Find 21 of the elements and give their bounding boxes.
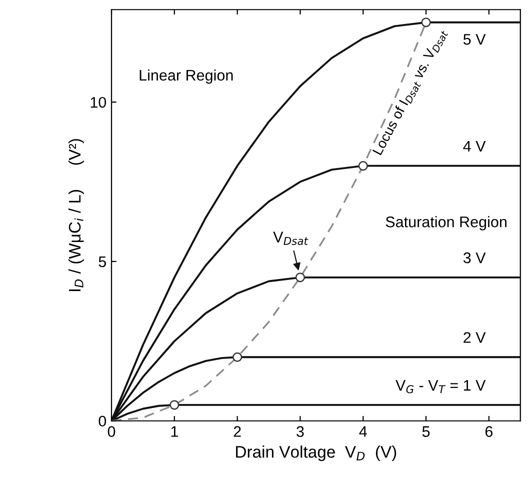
series-label: 5 V	[463, 34, 486, 45]
annotation: Linear Region	[140, 69, 233, 84]
series-label: 4 V	[463, 140, 486, 152]
y-tick-label: 10	[90, 96, 106, 108]
x-tick-label: 2	[234, 426, 241, 437]
x-tick-label: 5	[422, 426, 430, 437]
y-axis-title: I$_{D}$ / (WμC$_{i}$ / L) (V²)	[68, 139, 84, 292]
y-tick-label: 0	[98, 416, 106, 427]
y-tick-label: 5	[98, 256, 106, 268]
x-tick-label: 1	[171, 426, 178, 437]
annotation: V$_{Dsat}$	[273, 232, 308, 245]
series-label: 3 V	[463, 252, 486, 264]
series-label: V$_{G}$ - V$_{T}$ = 1 V	[396, 380, 486, 394]
annotation: Locus of I$_{Dsat}$ vs. V$_{Dsat}$	[372, 27, 448, 156]
x-axis-title: Drain Voltage V$_{D}$ (V)	[236, 446, 396, 462]
x-tick-label: 6	[485, 426, 493, 437]
series-label: 2 V	[464, 332, 486, 343]
x-tick-label: 4	[359, 426, 367, 437]
annotation: Saturation Region	[386, 216, 506, 230]
x-tick-label: 0	[108, 426, 116, 437]
x-tick-label: 3	[296, 426, 304, 437]
